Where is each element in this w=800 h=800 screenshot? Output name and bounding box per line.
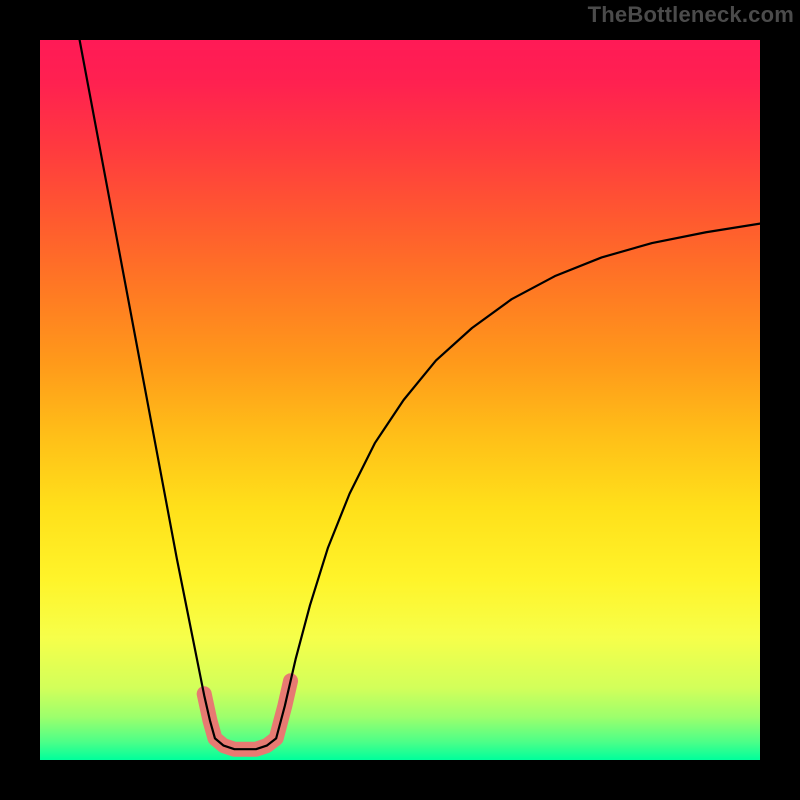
stage: TheBottleneck.com xyxy=(0,0,800,800)
plot-area xyxy=(40,40,760,760)
bottleneck-curve xyxy=(80,40,760,749)
watermark-text: TheBottleneck.com xyxy=(0,0,800,28)
curve-layer xyxy=(40,40,760,760)
